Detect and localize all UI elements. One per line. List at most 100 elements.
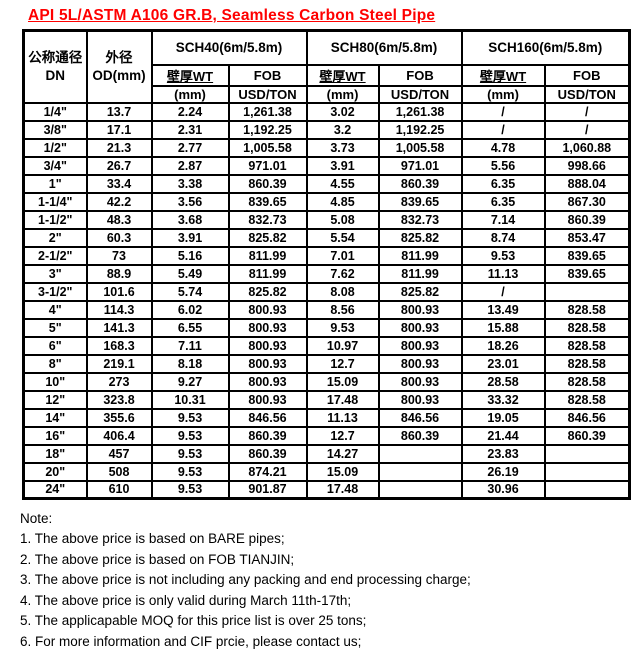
table-cell: 9.53 <box>150 443 230 464</box>
table-cell: 846.56 <box>227 407 308 428</box>
header-sch80-wt-unit: (mm) <box>305 84 380 104</box>
notes-section: Note: 1. The above price is based on BAR… <box>20 509 638 652</box>
table-cell: 800.93 <box>377 353 463 374</box>
table-cell: 800.93 <box>227 389 308 410</box>
table-cell: 9.53 <box>150 479 230 500</box>
table-cell: 1/2" <box>22 137 88 158</box>
table-cell: 4.55 <box>305 173 380 194</box>
note-item: 1. The above price is based on BARE pipe… <box>20 531 285 546</box>
header-sch40-wt: 壁厚WT <box>150 63 230 87</box>
table-cell: 33.4 <box>85 173 153 194</box>
table-cell: 860.39 <box>227 173 308 194</box>
table-cell: 9.53 <box>150 425 230 446</box>
table-cell: 860.39 <box>543 209 631 230</box>
table-cell: 1" <box>22 173 88 194</box>
table-row: 14" 355.6 9.53 846.56 11.13 846.56 19.05 846.56 <box>22 407 631 428</box>
header-nominal-diameter-en: DN <box>45 67 66 83</box>
table-cell: 20" <box>22 461 88 482</box>
table-row: 2-1/2" 73 5.16 811.99 7.01 811.99 9.53 839.65 <box>22 245 631 266</box>
table-cell: 7.14 <box>460 209 546 230</box>
table-cell: 11.13 <box>305 407 380 428</box>
table-cell: 10.31 <box>150 389 230 410</box>
header-sch40-wt-unit: (mm) <box>150 84 230 104</box>
table-cell <box>377 443 463 464</box>
table-cell: 6.02 <box>150 299 230 320</box>
table-cell: / <box>460 281 546 302</box>
table-cell: 846.56 <box>377 407 463 428</box>
table-cell: 6.35 <box>460 191 546 212</box>
header-sch40: SCH40(6m/5.8m) <box>150 29 308 66</box>
header-sch160-fob-unit: USD/TON <box>543 84 631 104</box>
table-cell: 273 <box>85 371 153 392</box>
table-cell: 825.82 <box>227 281 308 302</box>
table-cell: 3.56 <box>150 191 230 212</box>
table-cell: 5.16 <box>150 245 230 266</box>
table-cell: 18.26 <box>460 335 546 356</box>
table-cell: 8.18 <box>150 353 230 374</box>
table-cell: 141.3 <box>85 317 153 338</box>
table-row: 3" 88.9 5.49 811.99 7.62 811.99 11.13 839.65 <box>22 263 631 284</box>
table-cell: / <box>543 119 631 140</box>
table-cell: 10.97 <box>305 335 380 356</box>
header-outer-diameter: 外径 OD(mm) <box>85 29 153 104</box>
table-row: 16" 406.4 9.53 860.39 12.7 860.39 21.44 860.39 <box>22 425 631 446</box>
table-cell: 355.6 <box>85 407 153 428</box>
table-cell: 3.02 <box>305 101 380 122</box>
header-sch80-fob: FOB <box>377 63 463 87</box>
table-cell: 1,192.25 <box>377 119 463 140</box>
table-cell: 12.7 <box>305 353 380 374</box>
table-cell <box>543 443 631 464</box>
table-row: 1/4" 13.7 2.24 1,261.38 3.02 1,261.38// <box>22 101 631 122</box>
table-cell: 3.91 <box>305 155 380 176</box>
table-cell: 17.1 <box>85 119 153 140</box>
table-cell: 12" <box>22 389 88 410</box>
table-cell: 9.27 <box>150 371 230 392</box>
table-cell: 811.99 <box>377 245 463 266</box>
table-cell <box>377 461 463 482</box>
table-cell: 839.65 <box>227 191 308 212</box>
table-row: 6" 168.3 7.11 800.93 10.97 800.93 18.26 828.58 <box>22 335 631 356</box>
note-item: 3. The above price is not including any … <box>20 572 471 587</box>
table-cell: 73 <box>85 245 153 266</box>
table-cell: 800.93 <box>227 317 308 338</box>
table-cell: 48.3 <box>85 209 153 230</box>
table-cell: 4" <box>22 299 88 320</box>
table-row: 1-1/4" 42.2 3.56 839.65 4.85 839.65 6.35 867.30 <box>22 191 631 212</box>
table-row: 2" 60.3 3.91 825.82 5.54 825.82 8.74 853.47 <box>22 227 631 248</box>
table-cell: 12.7 <box>305 425 380 446</box>
table-cell: 901.87 <box>227 479 308 500</box>
header-sch160-fob: FOB <box>543 63 631 87</box>
table-cell: 7.01 <box>305 245 380 266</box>
table-cell <box>543 479 631 500</box>
table-cell: 3.68 <box>150 209 230 230</box>
table-cell: 15.88 <box>460 317 546 338</box>
pipe-price-table: 公称通径 DN 外径 OD(mm) SCH40(6m/5.8m) SCH80(6… <box>22 29 632 500</box>
table-cell: 7.11 <box>150 335 230 356</box>
header-sch160: SCH160(6m/5.8m) <box>460 29 631 66</box>
note-item: 2. The above price is based on FOB TIANJ… <box>20 551 295 567</box>
table-cell: 14" <box>22 407 88 428</box>
table-cell: 15.09 <box>305 371 380 392</box>
table-cell <box>377 479 463 500</box>
header-nominal-diameter-cn: 公称通径 <box>28 50 83 66</box>
table-row: 10" 273 9.27 800.93 15.09 800.93 28.58 828.58 <box>22 371 631 392</box>
table-row: 3-1/2" 101.6 5.74 825.82 8.08 825.82/ <box>22 281 631 302</box>
table-row: 3/4" 26.7 2.87 971.01 3.91 971.01 5.56 998.66 <box>22 155 631 176</box>
note-item: 5. The applicapable MOQ for this price l… <box>20 613 367 628</box>
table-cell: 800.93 <box>377 299 463 320</box>
table-cell: 21.3 <box>85 137 153 158</box>
table-cell: 6.35 <box>460 173 546 194</box>
table-cell: 219.1 <box>85 353 153 374</box>
table-cell: 3" <box>22 263 88 284</box>
table-cell: 508 <box>85 461 153 482</box>
table-cell: 114.3 <box>85 299 153 320</box>
table-cell: 457 <box>85 443 153 464</box>
table-cell: 9.53 <box>305 317 380 338</box>
table-cell: 971.01 <box>377 155 463 176</box>
table-cell: 168.3 <box>85 335 153 356</box>
table-cell: 3.38 <box>150 173 230 194</box>
table-cell: 811.99 <box>227 245 308 266</box>
table-cell: 832.73 <box>377 209 463 230</box>
table-cell: 610 <box>85 479 153 500</box>
header-nominal-diameter: 公称通径 DN <box>22 29 88 104</box>
